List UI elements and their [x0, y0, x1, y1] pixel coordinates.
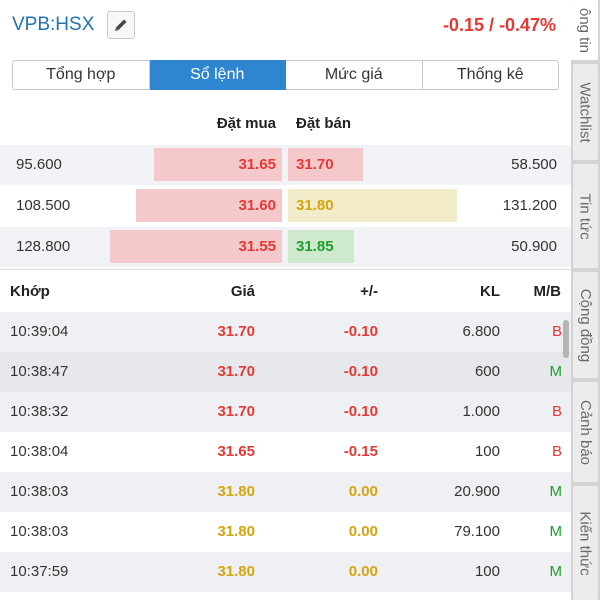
pencil-icon — [115, 19, 127, 31]
side-tab-alerts[interactable]: Cảnh báo — [573, 382, 598, 482]
column-header-change[interactable]: +/- — [360, 283, 378, 300]
buy-price: 31.55 — [238, 238, 276, 255]
side-tab-label: Kiến thức — [577, 510, 594, 576]
stock-symbol[interactable]: VPB:HSX — [12, 14, 95, 35]
column-header-time[interactable]: Khớp — [10, 283, 50, 300]
trade-change: 0.00 — [348, 483, 378, 500]
trade-row: 10:38:32 31.70 -0.10 1.000 B — [0, 392, 571, 432]
trade-price: 31.65 — [217, 443, 255, 460]
side-tab-knowledge[interactable]: Kiến thức — [573, 486, 598, 600]
trade-side: M — [549, 363, 563, 380]
trade-change: -0.10 — [343, 323, 378, 340]
sell-volume-bar — [288, 189, 457, 222]
edit-symbol-button[interactable] — [107, 11, 135, 39]
trade-time: 10:38:03 — [10, 483, 69, 500]
side-tab-bar: ông tin Watchlist Tin tức Cộng đồng Cảnh… — [571, 0, 600, 600]
trade-volume: 100 — [474, 563, 500, 580]
buy-quantity: 128.800 — [16, 238, 71, 255]
sell-quantity: 50.900 — [511, 238, 557, 255]
side-tab-label: Tin tức — [577, 192, 595, 240]
trade-side: M — [549, 563, 563, 580]
trade-row: 10:38:47 31.70 -0.10 600 M — [0, 352, 571, 392]
trade-price: 31.80 — [217, 483, 255, 500]
buy-quantity: 95.600 — [16, 156, 62, 173]
trade-volume: 1.000 — [462, 403, 500, 420]
side-tab-info[interactable]: ông tin — [571, 0, 598, 60]
order-book-header: Đặt mua Đặt bán — [0, 112, 571, 136]
tab-summary[interactable]: Tổng hợp — [12, 60, 150, 90]
buy-quantity: 108.500 — [16, 197, 71, 214]
side-tab-label: Cộng đồng — [577, 288, 594, 362]
trade-price: 31.70 — [217, 323, 255, 340]
sell-volume-bar — [288, 148, 363, 181]
trade-volume: 6.800 — [462, 323, 500, 340]
panel-header: VPB:HSX -0.15 / -0.47% — [0, 0, 571, 52]
buy-price: 31.65 — [238, 156, 276, 173]
column-header-volume[interactable]: KL — [480, 283, 500, 300]
trade-row: 10:38:04 31.65 -0.15 100 B — [0, 432, 571, 472]
trade-time: 10:37:59 — [10, 563, 69, 580]
view-tabs: Tổng hợp Sổ lệnh Mức giá Thống kê — [12, 60, 559, 90]
scrollbar-thumb[interactable] — [563, 320, 569, 358]
trade-change: -0.15 — [343, 443, 378, 460]
trade-time: 10:38:03 — [10, 523, 69, 540]
trade-price: 31.80 — [217, 563, 255, 580]
trade-volume: 20.900 — [454, 483, 500, 500]
buy-volume-bar — [154, 148, 282, 181]
buy-price: 31.60 — [238, 197, 276, 214]
trade-change: -0.10 — [343, 363, 378, 380]
sell-quantity: 131.200 — [502, 197, 557, 214]
side-tab-community[interactable]: Cộng đồng — [573, 272, 598, 378]
sell-volume-bar — [288, 230, 354, 263]
order-book-row: 108.500 31.60 31.80 131.200 — [0, 186, 571, 226]
trade-change: -0.10 — [343, 403, 378, 420]
trade-volume: 79.100 — [454, 523, 500, 540]
side-tab-watchlist[interactable]: Watchlist — [573, 64, 598, 160]
trade-row: 10:38:03 31.80 0.00 79.100 M — [0, 512, 571, 552]
matched-trades-header: Khớp Giá +/- KL M/B — [0, 272, 571, 312]
trade-volume: 100 — [474, 443, 500, 460]
trade-side: B — [551, 323, 562, 340]
sell-price: 31.85 — [296, 238, 334, 255]
sell-price: 31.70 — [296, 156, 334, 173]
tab-order-book[interactable]: Sổ lệnh — [149, 60, 286, 90]
section-divider — [0, 269, 571, 270]
trade-price: 31.70 — [217, 363, 255, 380]
side-tab-label: Cảnh báo — [577, 399, 594, 465]
trade-price: 31.80 — [217, 523, 255, 540]
side-tab-label: ông tin — [576, 7, 594, 53]
sell-header: Đặt bán — [296, 115, 352, 132]
column-header-price[interactable]: Giá — [230, 283, 255, 300]
buy-header: Đặt mua — [216, 115, 276, 132]
sell-quantity: 58.500 — [511, 156, 557, 173]
tab-statistics[interactable]: Thống kê — [422, 60, 559, 90]
trade-row: 10:37:59 31.80 0.00 100 M — [0, 552, 571, 592]
buy-volume-bar — [110, 230, 282, 263]
order-book-row: 128.800 31.55 31.85 50.900 — [0, 227, 571, 267]
trade-time: 10:38:32 — [10, 403, 69, 420]
trade-side: M — [549, 483, 563, 500]
side-tab-label: Watchlist — [577, 81, 595, 143]
column-header-side[interactable]: M/B — [533, 283, 562, 300]
trade-side: M — [549, 523, 563, 540]
trade-price: 31.70 — [217, 403, 255, 420]
trade-change: 0.00 — [348, 523, 378, 540]
trade-time: 10:39:04 — [10, 323, 69, 340]
order-book-row: 95.600 31.65 31.70 58.500 — [0, 145, 571, 185]
trade-volume: 600 — [474, 363, 500, 380]
buy-volume-bar — [136, 189, 282, 222]
trade-side: B — [551, 443, 562, 460]
tab-price-levels[interactable]: Mức giá — [286, 60, 423, 90]
trade-change: 0.00 — [348, 563, 378, 580]
trade-row: 10:38:03 31.80 0.00 20.900 M — [0, 472, 571, 512]
side-tab-news[interactable]: Tin tức — [573, 164, 598, 268]
trade-time: 10:38:47 — [10, 363, 69, 380]
trade-row: 10:39:04 31.70 -0.10 6.800 B — [0, 312, 571, 352]
trade-time: 10:38:04 — [10, 443, 69, 460]
stock-panel: VPB:HSX -0.15 / -0.47% Tổng hợp Sổ lệnh … — [0, 0, 571, 592]
trade-side: B — [551, 403, 562, 420]
sell-price: 31.80 — [296, 197, 334, 214]
price-change: -0.15 / -0.47% — [442, 15, 556, 35]
